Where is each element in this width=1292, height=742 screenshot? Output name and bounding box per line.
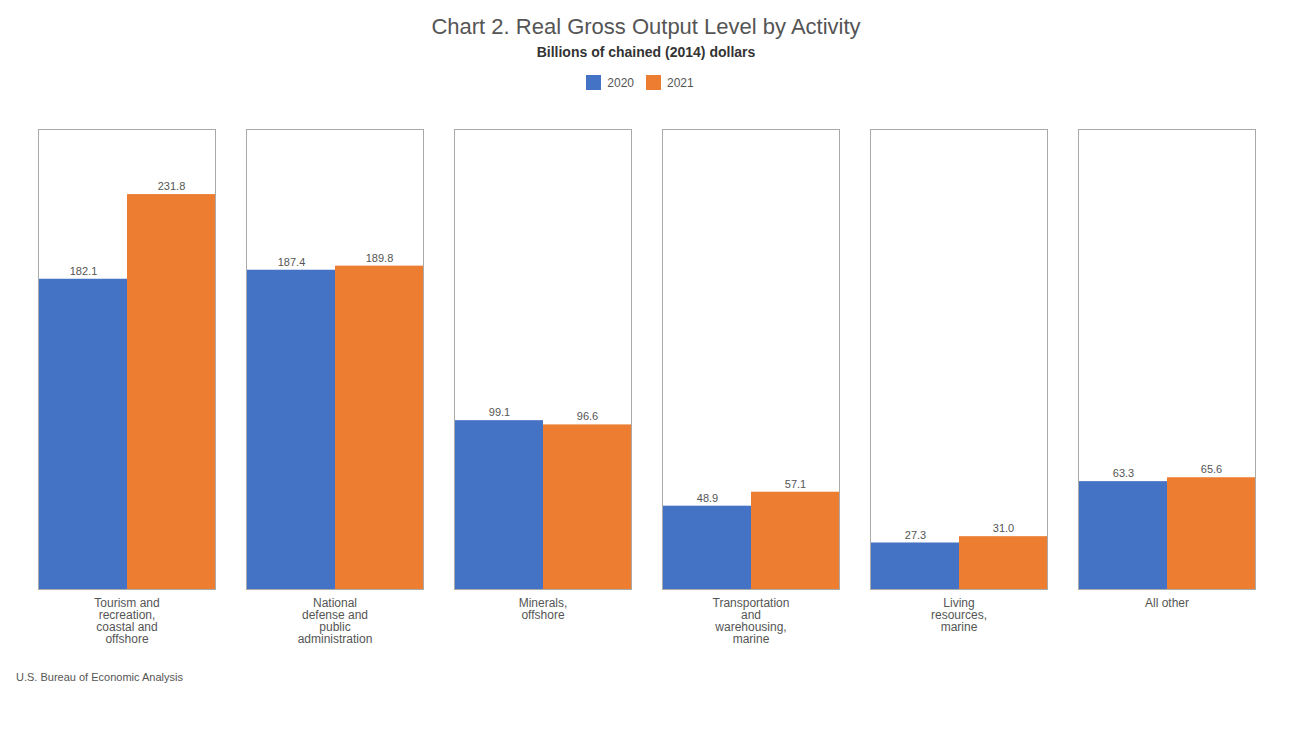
html-text:Chart 2. Real Gross Output Lev: Chart 2. Real Gross Output Level by Acti… <box>431 14 861 39</box>
svg-text:Tourism andrecreation,coastal: Tourism andrecreation,coastal andoffshor… <box>94 596 159 646</box>
svg-text:Transportationandwarehousing,m: Transportationandwarehousing,marine <box>713 596 790 646</box>
svg-text:99.1: 99.1 <box>489 406 510 418</box>
svg-text:31.0: 31.0 <box>993 522 1014 534</box>
svg-text:All other: All other <box>1145 596 1189 610</box>
svg-text:189.8: 189.8 <box>366 252 394 264</box>
svg-text:Minerals,offshore: Minerals,offshore <box>519 596 568 622</box>
html-text:2020: 2020 <box>607 75 634 90</box>
svg-text:182.1: 182.1 <box>70 265 98 277</box>
svg-text:96.6: 96.6 <box>577 410 598 422</box>
html-text:2021: 2021 <box>667 75 694 90</box>
svg-text:48.9: 48.9 <box>697 492 718 504</box>
html-text:U.S. Bureau of Economic Analys: U.S. Bureau of Economic Analysis <box>16 671 183 683</box>
svg-text:187.4: 187.4 <box>278 256 306 268</box>
svg-text:231.8: 231.8 <box>158 180 186 192</box>
svg-text:57.1: 57.1 <box>785 478 806 490</box>
svg-text:27.3: 27.3 <box>905 529 926 541</box>
svg-text:Livingresources,marine: Livingresources,marine <box>931 596 987 634</box>
html-text:Billions of chained (2014) dol: Billions of chained (2014) dollars <box>536 44 756 60</box>
svg-text:65.6: 65.6 <box>1201 463 1222 475</box>
svg-text:63.3: 63.3 <box>1113 467 1134 479</box>
svg-text:Nationaldefense andpublicadmin: Nationaldefense andpublicadministration <box>298 596 373 646</box>
